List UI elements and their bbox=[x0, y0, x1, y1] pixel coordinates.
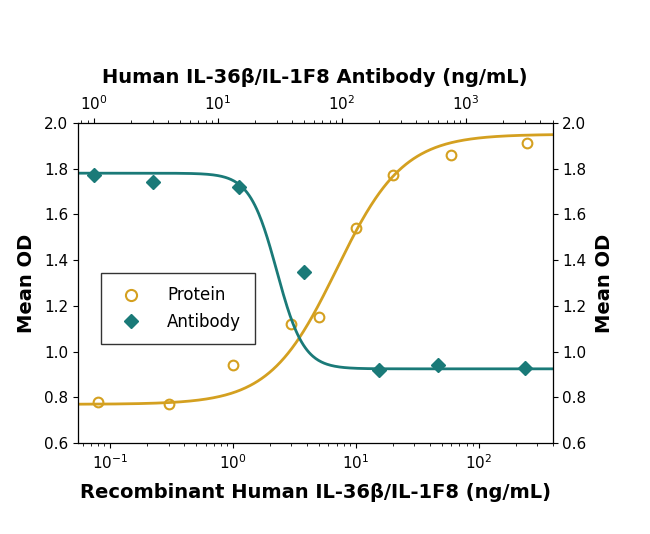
Protein bbox=[287, 321, 295, 327]
Y-axis label: Mean OD: Mean OD bbox=[595, 233, 614, 333]
X-axis label: Recombinant Human IL-36β/IL-1F8 (ng/mL): Recombinant Human IL-36β/IL-1F8 (ng/mL) bbox=[80, 483, 551, 502]
Protein bbox=[523, 140, 531, 147]
Protein bbox=[229, 362, 237, 368]
Protein bbox=[315, 314, 322, 320]
Protein bbox=[389, 172, 396, 179]
Antibody bbox=[149, 179, 157, 185]
Antibody bbox=[235, 184, 243, 190]
Y-axis label: Mean OD: Mean OD bbox=[17, 233, 36, 333]
Legend: Protein, Antibody: Protein, Antibody bbox=[101, 273, 255, 344]
Protein bbox=[94, 399, 102, 405]
Protein bbox=[352, 225, 359, 231]
Antibody bbox=[375, 367, 383, 373]
Line: Antibody: Antibody bbox=[88, 170, 530, 375]
Protein bbox=[447, 152, 455, 158]
Antibody bbox=[300, 269, 308, 275]
X-axis label: Human IL-36β/IL-1F8 Antibody (ng/mL): Human IL-36β/IL-1F8 Antibody (ng/mL) bbox=[103, 68, 528, 87]
Antibody bbox=[90, 172, 97, 179]
Antibody bbox=[434, 362, 442, 368]
Protein bbox=[164, 401, 172, 407]
Line: Protein: Protein bbox=[93, 138, 532, 409]
Antibody bbox=[521, 365, 529, 371]
